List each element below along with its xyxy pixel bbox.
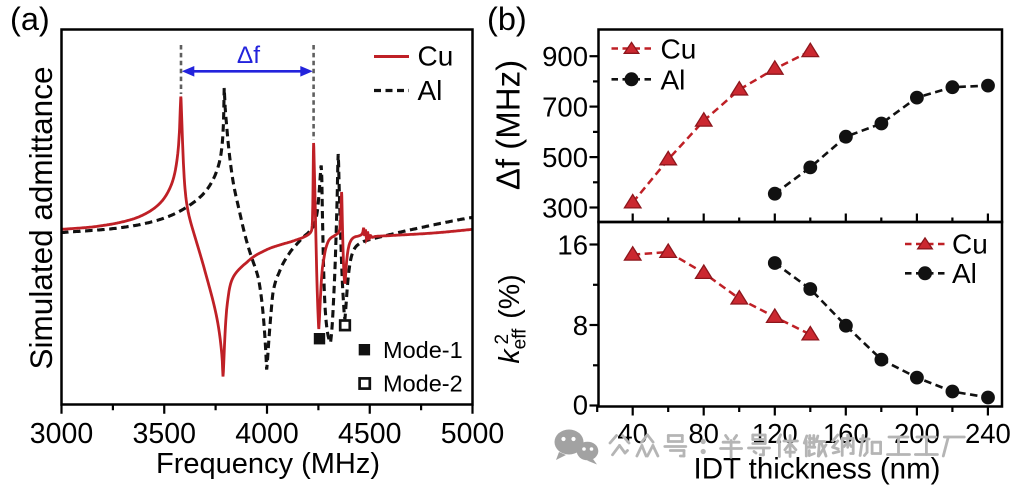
svg-text:Al: Al	[661, 64, 686, 95]
svg-text:3500: 3500	[133, 418, 196, 450]
svg-text:80: 80	[688, 418, 719, 449]
svg-text:(a): (a)	[10, 1, 50, 37]
svg-text:Δf: Δf	[237, 42, 260, 69]
svg-text:40: 40	[617, 418, 648, 449]
svg-text:Simulated admittance: Simulated admittance	[23, 67, 59, 370]
svg-text:Δf (MHz): Δf (MHz)	[490, 60, 527, 190]
svg-text:300: 300	[542, 193, 588, 224]
svg-text:900: 900	[542, 41, 588, 72]
svg-text:Frequency (MHz): Frequency (MHz)	[156, 448, 380, 480]
svg-text:Mode-2: Mode-2	[383, 371, 463, 397]
svg-text:8: 8	[573, 310, 588, 341]
svg-text:240: 240	[965, 418, 1011, 449]
svg-text:200: 200	[894, 418, 940, 449]
svg-text:16: 16	[557, 230, 588, 261]
svg-text:(b): (b)	[487, 1, 527, 37]
svg-text:Cu: Cu	[952, 229, 988, 260]
svg-text:Cu: Cu	[418, 41, 454, 72]
svg-text:500: 500	[542, 142, 588, 173]
svg-text:4000: 4000	[235, 418, 298, 450]
svg-text:5000: 5000	[441, 418, 504, 450]
svg-text:0: 0	[573, 390, 588, 421]
svg-text:Mode-1: Mode-1	[383, 337, 463, 363]
svg-text:Al: Al	[952, 258, 977, 289]
svg-text:Cu: Cu	[661, 34, 697, 65]
svg-text:IDT thickness (nm): IDT thickness (nm)	[694, 453, 941, 486]
svg-text:keff2 (%): keff2 (%)	[492, 274, 531, 363]
svg-text:Al: Al	[418, 75, 443, 106]
svg-text:3000: 3000	[30, 418, 93, 450]
svg-text:4500: 4500	[338, 418, 401, 450]
svg-text:700: 700	[542, 92, 588, 123]
